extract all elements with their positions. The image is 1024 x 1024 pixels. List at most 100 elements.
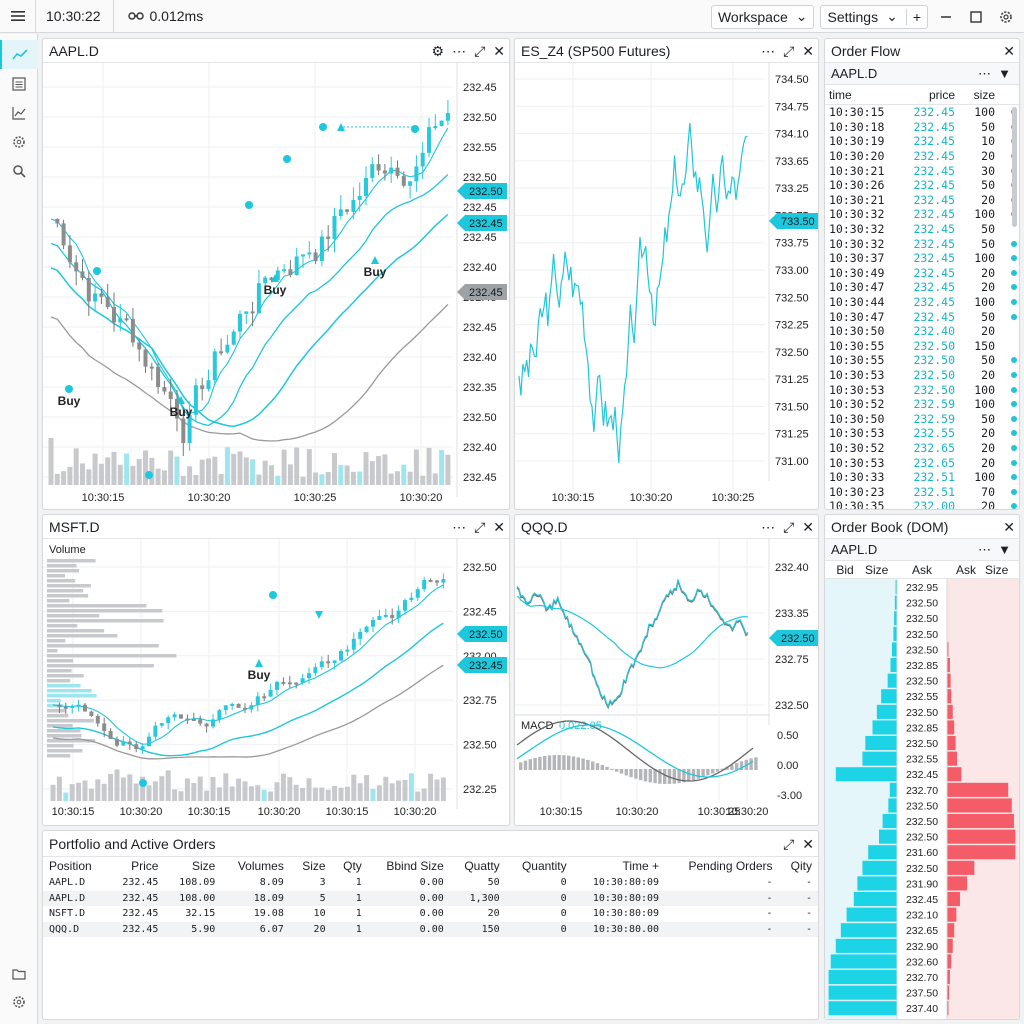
sidebar-item-orders[interactable] (0, 69, 38, 98)
macd-histogram-bar (663, 769, 667, 784)
candle (105, 296, 110, 308)
expand-icon[interactable]: ⤢ (783, 518, 795, 535)
close-icon[interactable]: ✕ (1003, 518, 1015, 535)
menu-icon[interactable] (0, 0, 36, 33)
ask-size-bar (947, 798, 1012, 813)
close-icon[interactable]: ✕ (802, 518, 814, 535)
table-cell: 19.08 (253, 908, 284, 920)
table-cell: 10:30:80.00 (572, 921, 666, 937)
close-icon[interactable]: ✕ (1003, 42, 1015, 59)
column-header[interactable]: Volumes (237, 859, 284, 873)
macd-histogram-bar (519, 762, 523, 770)
ask-size-bar (947, 892, 960, 907)
trade-size: 50 (981, 222, 995, 237)
column-header[interactable]: Size (302, 859, 326, 873)
macd-histogram-bar (552, 755, 556, 770)
volume-bar (432, 473, 438, 485)
volume-bar (413, 449, 419, 485)
aapl-chart[interactable]: 232.45 232.50 232.55 232.50 232.45 232.45 232.… (43, 63, 509, 509)
msft-chart[interactable]: 232.50232.45232.00232.75232.50232.2510:3… (43, 539, 509, 825)
sidebar-item-analytics[interactable] (0, 98, 38, 127)
column-header[interactable]: Quantity (521, 859, 567, 873)
es-chart[interactable]: 734.50734.75734.10733.65733.25732.75733.… (515, 63, 818, 509)
volume-profile-bar (47, 634, 118, 638)
volume-bar (130, 465, 136, 485)
folder-icon (12, 968, 26, 980)
price-level: 232.50 (906, 644, 938, 656)
filter-icon[interactable]: ▼ (998, 542, 1011, 557)
sidebar-item-files[interactable] (0, 959, 38, 988)
more-icon[interactable]: ⋯ (761, 518, 776, 535)
more-icon[interactable]: ⋯ (452, 42, 467, 59)
volume-profile-bar (47, 679, 71, 683)
close-icon[interactable]: ✕ (493, 42, 505, 59)
volume-bar (101, 783, 107, 801)
sma-price-tag: 232.45 (469, 287, 503, 299)
column-header[interactable]: Position (49, 859, 92, 873)
sidebar-item-preferences[interactable] (0, 987, 38, 1016)
trade-row: 10:30:55 232.50 150 (825, 339, 1019, 354)
price-level: 232.50 (906, 800, 938, 812)
column-header[interactable]: Pending Orders (688, 859, 773, 873)
column-header[interactable]: Bbind Size (386, 859, 444, 873)
maximize-icon[interactable] (964, 5, 988, 29)
more-icon[interactable]: ⋯ (978, 65, 991, 81)
scrollbar[interactable] (1012, 107, 1017, 227)
macd-histogram-bar (754, 757, 758, 770)
time-tick-label: 10:30:15 (552, 492, 595, 504)
workspace-dropdown[interactable]: Workspace ⌄ (710, 4, 815, 29)
time-tick-label: 10:30:25 (712, 492, 755, 504)
panel-title: Order Book (DOM) (831, 518, 949, 535)
candle (288, 269, 293, 276)
more-icon[interactable]: ⋯ (978, 541, 991, 557)
volume-bar (206, 458, 211, 485)
candle (415, 589, 420, 598)
sidebar-item-charts[interactable] (0, 40, 38, 69)
column-header[interactable]: Qty (343, 859, 362, 873)
column-header[interactable]: Price (131, 859, 159, 873)
minimize-icon[interactable] (934, 5, 958, 29)
table-row[interactable]: AAPL.D 232.45 108.00 18.09 5 1 0.00 1,300 0 10:30… (43, 890, 818, 906)
price-tick-label: 733.65 (775, 156, 809, 168)
more-icon[interactable]: ⋯ (452, 518, 467, 535)
expand-icon[interactable]: ⤢ (474, 518, 486, 535)
settings-dropdown[interactable]: Settings ⌄ + (820, 4, 928, 29)
candle (256, 283, 261, 314)
macd-histogram-bar (687, 769, 691, 782)
more-icon[interactable]: ⋯ (761, 42, 776, 59)
column-header[interactable]: Time + (622, 859, 660, 873)
column-header[interactable]: Quatty (464, 859, 500, 873)
volume-bar (325, 472, 331, 485)
volume-bar (229, 786, 235, 801)
volume-profile-bar (47, 599, 70, 603)
gear-icon[interactable] (994, 5, 1018, 29)
table-row[interactable]: QQQ.D 232.45 5.90 6.07 20 1 0.00 150 0 10:30:80.0… (43, 921, 818, 937)
buy-marker (177, 396, 185, 404)
close-icon[interactable]: ✕ (802, 835, 814, 852)
time-tick-label: 10:30:20 (726, 806, 769, 818)
volume-bar (231, 453, 237, 485)
trade-dot (995, 386, 1017, 393)
close-icon[interactable]: ✕ (802, 42, 814, 59)
sidebar-item-settings[interactable] (0, 127, 38, 156)
plus-icon[interactable]: + (905, 8, 921, 25)
candle (187, 414, 192, 443)
sidebar-item-search[interactable] (0, 156, 38, 185)
expand-icon[interactable]: ⤢ (474, 42, 486, 59)
dom-ladder[interactable]: 232.95 232.50 232.50 232.50 232.50 232.85 232.… (825, 579, 1019, 1019)
expand-icon[interactable]: ⤢ (783, 835, 795, 852)
macd-histogram-bar (523, 760, 528, 770)
close-icon[interactable]: ✕ (493, 518, 505, 535)
filter-icon[interactable]: ▼ (998, 66, 1011, 81)
gear-icon[interactable]: ⚙ (431, 42, 445, 59)
volume-bar (300, 476, 306, 485)
expand-icon[interactable]: ⤢ (783, 42, 795, 59)
status-dot (1011, 488, 1017, 495)
table-row[interactable]: AAPL.D 232.45 108.09 8.09 3 1 0.00 50 0 10:30:80:… (43, 875, 818, 891)
table-row[interactable]: NSFT.D 232.45 32.15 19.08 10 1 0.00 20 0 10:30:80… (43, 906, 818, 922)
volume-bar (312, 787, 318, 801)
column-header[interactable]: Size (191, 859, 216, 873)
gear-icon (13, 135, 25, 148)
column-header[interactable]: Qity (790, 859, 812, 873)
